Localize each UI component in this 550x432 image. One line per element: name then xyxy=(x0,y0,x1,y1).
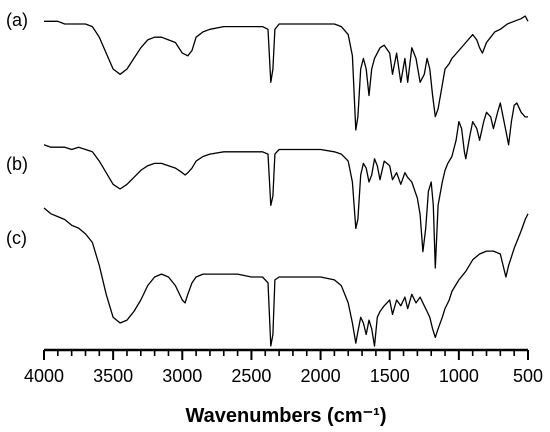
series-line-1 xyxy=(44,15,529,131)
x-axis: 4000 3500 3000 2500 2000 1500 1000 500 xyxy=(24,348,543,386)
x-tick-label: 3000 xyxy=(162,366,202,386)
x-tick-label: 3500 xyxy=(93,366,133,386)
x-tick-label: 2500 xyxy=(231,366,271,386)
x-tick-label: 1000 xyxy=(439,366,479,386)
series-layer xyxy=(43,15,529,347)
x-axis-title: Wavenumbers (cm⁻¹) xyxy=(186,405,387,427)
panel-label-a: (a) xyxy=(6,10,28,30)
panel-label-c: (c) xyxy=(6,228,27,248)
x-tick-label: 2000 xyxy=(301,366,341,386)
x-tick-label: 4000 xyxy=(24,366,64,386)
x-tick-label: 500 xyxy=(513,366,543,386)
x-tick-label: 1500 xyxy=(370,366,410,386)
panel-label-b: (b) xyxy=(6,154,28,174)
series-line-3 xyxy=(43,207,529,347)
series-line-2 xyxy=(43,102,528,269)
